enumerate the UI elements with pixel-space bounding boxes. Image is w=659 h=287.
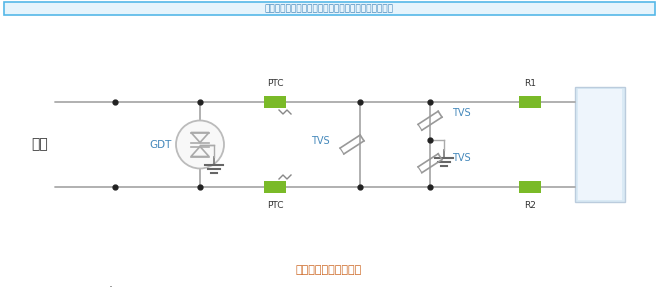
Text: 信号防雷器安装接线图，信号口防雷保护电路设计要点: 信号防雷器安装接线图，信号口防雷保护电路设计要点: [264, 4, 393, 13]
Text: 输入: 输入: [32, 137, 48, 152]
Text: PTC: PTC: [267, 79, 283, 88]
Bar: [519, 96, 541, 108]
Text: R1: R1: [524, 79, 536, 88]
Text: R2: R2: [524, 201, 536, 210]
Bar: [575, 87, 625, 202]
Bar: [264, 96, 286, 108]
Bar: [264, 181, 286, 193]
Text: TVS: TVS: [452, 108, 471, 118]
Text: 信号口的基本防护电路: 信号口的基本防护电路: [296, 265, 362, 275]
Text: TVS: TVS: [311, 135, 330, 146]
Circle shape: [176, 121, 224, 168]
Text: TVS: TVS: [452, 153, 471, 163]
Bar: [4, 2, 655, 15]
Bar: [578, 89, 622, 200]
Text: GDT: GDT: [150, 139, 172, 150]
Bar: [519, 181, 541, 193]
Text: PTC: PTC: [267, 201, 283, 210]
